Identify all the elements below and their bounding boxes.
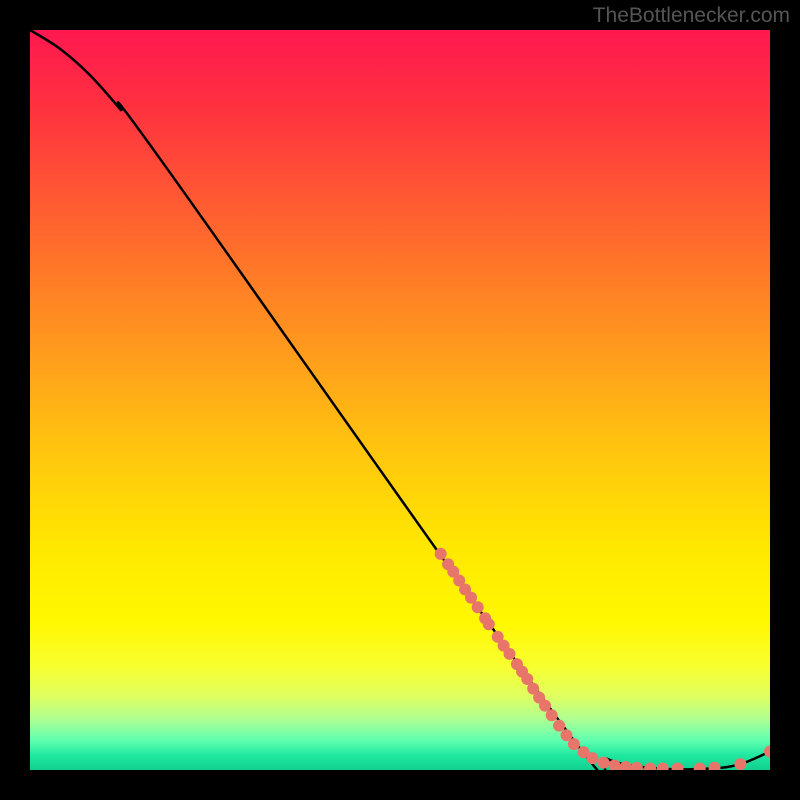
marker-point: [553, 720, 565, 732]
chart-svg: [30, 30, 770, 770]
marker-point: [586, 752, 598, 764]
marker-point: [734, 758, 746, 770]
watermark-text: TheBottlenecker.com: [593, 4, 790, 28]
marker-point: [598, 757, 610, 769]
plot-area: [30, 30, 770, 770]
marker-point: [546, 709, 558, 721]
marker-point: [504, 648, 516, 660]
marker-point: [435, 548, 447, 560]
marker-point: [472, 601, 484, 613]
marker-point: [568, 738, 580, 750]
marker-point: [483, 618, 495, 630]
gradient-background: [30, 30, 770, 770]
